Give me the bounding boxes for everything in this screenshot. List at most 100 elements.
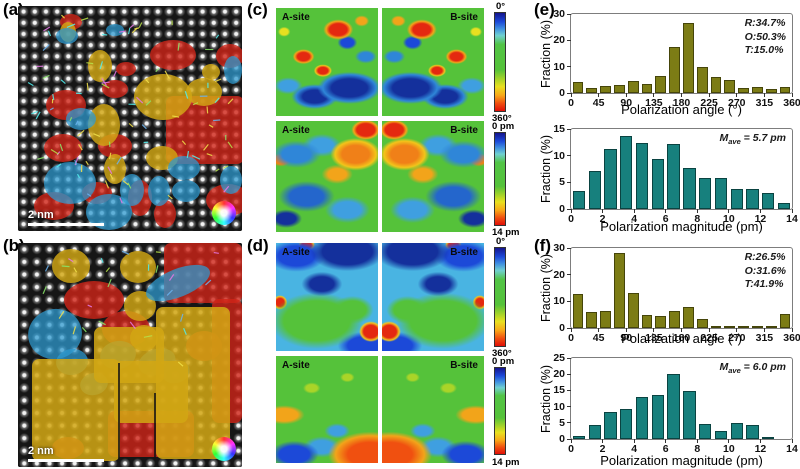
y-axis-label: Fraction (%) bbox=[539, 19, 554, 88]
histogram-bar bbox=[762, 437, 775, 439]
vector-arrow bbox=[68, 258, 74, 263]
ferroelectric-domain bbox=[104, 154, 126, 184]
y-tick bbox=[567, 274, 571, 276]
vector-arrow bbox=[208, 124, 214, 128]
ferroelectric-domain bbox=[44, 134, 82, 162]
plot-area: 0 2 4 6 8 10 12 14 0 5 10 15 20 25 Mave = 6.0 pm bbox=[553, 352, 798, 455]
y-tick-label: 0 bbox=[559, 433, 565, 445]
vector-arrow bbox=[37, 156, 45, 160]
x-tick bbox=[602, 439, 604, 443]
histogram-bar bbox=[641, 315, 653, 328]
x-tick bbox=[696, 439, 698, 443]
x-tick bbox=[708, 93, 710, 97]
colorbar-top-label: 0 pm bbox=[492, 356, 515, 367]
histogram-bar bbox=[714, 178, 728, 209]
vector-arrow bbox=[86, 193, 92, 197]
vector-arrow bbox=[78, 144, 83, 151]
vector-arrow bbox=[42, 286, 47, 295]
x-tick-label: 6 bbox=[662, 443, 669, 455]
vector-arrow bbox=[87, 304, 93, 308]
magnitude-colorbar-c bbox=[494, 132, 506, 226]
ferroelectric-domain bbox=[202, 64, 220, 80]
y-tick bbox=[567, 128, 571, 130]
y-tick bbox=[567, 327, 571, 329]
y-tick bbox=[567, 300, 571, 302]
stem-image-a: 2 nm bbox=[18, 6, 242, 231]
x-tick-label: 225 bbox=[700, 332, 718, 344]
histogram-bar bbox=[777, 202, 791, 209]
vector-arrow bbox=[155, 265, 159, 273]
x-tick bbox=[598, 328, 600, 332]
x-tick bbox=[763, 93, 765, 97]
vector-arrow bbox=[77, 129, 85, 137]
x-tick bbox=[602, 209, 604, 213]
vector-arrow bbox=[192, 102, 199, 106]
ferroelectric-domain bbox=[52, 249, 90, 283]
vector-arrow bbox=[181, 140, 187, 145]
domain-overlay bbox=[18, 6, 242, 231]
vector-arrow bbox=[50, 148, 59, 155]
ferroelectric-domain bbox=[154, 393, 156, 459]
x-tick-label: 180 bbox=[672, 97, 691, 109]
vector-arrow bbox=[183, 328, 187, 335]
x-tick bbox=[791, 328, 793, 332]
x-tick bbox=[791, 93, 793, 97]
histogram-bar bbox=[765, 89, 777, 93]
histogram-bar bbox=[762, 193, 775, 209]
y-tick-label: 5 bbox=[559, 416, 565, 429]
histogram-bar bbox=[683, 167, 696, 209]
x-tick bbox=[625, 93, 627, 97]
histogram-bar bbox=[683, 23, 694, 93]
histogram-bar bbox=[710, 325, 722, 328]
x-tick-label: 0 bbox=[568, 213, 574, 225]
colorbar-top-label: 0° bbox=[496, 236, 506, 247]
ferroelectric-domain bbox=[120, 251, 156, 283]
vector-arrow bbox=[223, 185, 230, 193]
vector-arrow bbox=[227, 98, 234, 105]
vector-arrow bbox=[56, 151, 61, 156]
magnitude-map-b-site-c: B-site bbox=[382, 121, 484, 232]
ferroelectric-domain bbox=[172, 180, 200, 202]
x-axis-label: Polarization angle (°) bbox=[621, 331, 742, 346]
x-tick-label: 12 bbox=[754, 443, 767, 455]
histogram-bar bbox=[724, 79, 736, 93]
vector-arrow bbox=[119, 197, 123, 204]
y-tick bbox=[567, 181, 571, 183]
vector-arrow bbox=[27, 81, 34, 87]
scale-bar-label: 2 nm bbox=[28, 445, 54, 457]
y-tick-label: 10 bbox=[553, 295, 565, 308]
vector-arrow bbox=[102, 33, 108, 36]
y-tick bbox=[567, 247, 571, 249]
vector-arrow bbox=[223, 165, 229, 169]
vector-arrow bbox=[100, 257, 104, 263]
vector-arrow bbox=[136, 96, 144, 104]
histogram-bar bbox=[765, 325, 777, 328]
histogram-bar bbox=[710, 76, 722, 93]
x-tick bbox=[708, 328, 710, 332]
colorbar-bottom-label: 14 pm bbox=[492, 227, 520, 238]
y-tick bbox=[567, 373, 571, 375]
x-tick-label: 270 bbox=[727, 332, 746, 344]
angle-colorbar-c bbox=[494, 12, 506, 112]
annotation: R:26.5% O:31.6% T:41.9% bbox=[744, 251, 786, 291]
ferroelectric-domain bbox=[224, 56, 242, 84]
x-tick-label: 12 bbox=[754, 213, 767, 225]
histogram-bar bbox=[714, 430, 728, 439]
x-tick-label: 4 bbox=[631, 213, 638, 225]
vector-arrow bbox=[172, 115, 180, 118]
x-tick bbox=[791, 209, 793, 213]
y-tick-label: 10 bbox=[553, 149, 565, 162]
y-tick bbox=[567, 39, 571, 41]
y-tick-label: 30 bbox=[553, 242, 565, 254]
magnitude-map-a-site-c: A-site bbox=[276, 121, 378, 232]
x-tick-label: 45 bbox=[592, 332, 605, 344]
histogram-bar bbox=[588, 170, 601, 209]
x-tick-label: 315 bbox=[755, 97, 774, 109]
histogram-bar bbox=[667, 374, 680, 439]
vector-arrow bbox=[119, 30, 126, 33]
ferroelectric-domain bbox=[116, 62, 136, 76]
vector-arrow bbox=[31, 110, 38, 115]
histogram-bar bbox=[572, 81, 584, 93]
vector-arrow bbox=[206, 106, 209, 114]
x-tick bbox=[665, 209, 667, 213]
